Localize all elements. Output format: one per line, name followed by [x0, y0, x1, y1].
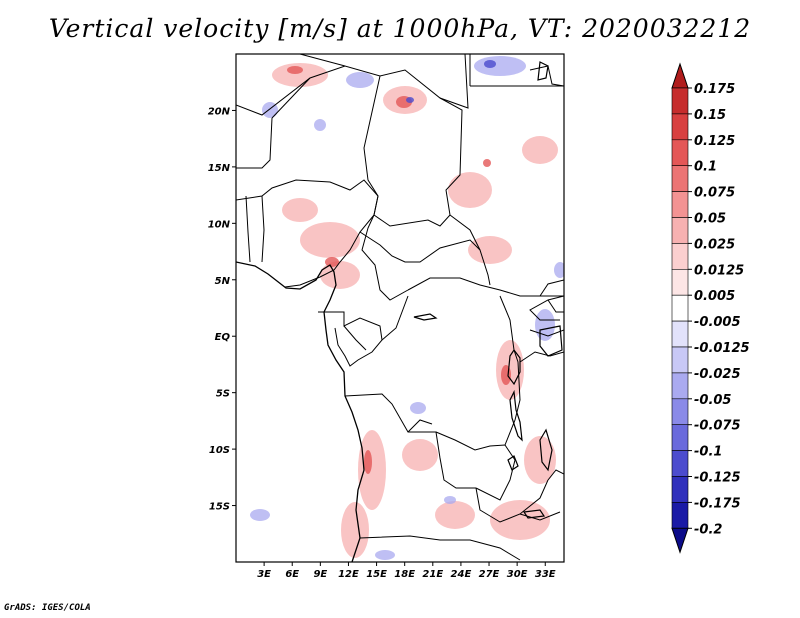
colorbar-label: 0.125	[694, 134, 735, 149]
lon-label: 12E	[338, 569, 359, 580]
lon-label: 21E	[422, 569, 443, 580]
colorbar-bottom-arrow	[671, 527, 689, 554]
colorbar-swatch	[671, 268, 689, 296]
colorbar-label: 0.05	[694, 212, 726, 227]
colorbar-label: -0.0125	[694, 341, 750, 356]
lat-label: 10N	[208, 219, 231, 230]
colorbar-label: 0.1	[694, 160, 717, 175]
negative-velocity-patches	[250, 56, 564, 560]
lat-label: EQ	[215, 332, 231, 343]
map-frame	[235, 53, 565, 563]
colorbar-label: 0.15	[694, 108, 726, 123]
colorbar-swatch	[671, 424, 689, 451]
colorbar-swatch	[671, 346, 689, 374]
colorbar-label: -0.005	[694, 315, 741, 330]
colorbar-label: 0.175	[694, 82, 735, 97]
credit-label: GrADS: IGES/COLA	[4, 603, 91, 613]
lat-label: 5N	[215, 276, 231, 287]
colorbar-label: -0.05	[694, 393, 731, 408]
colorbar-label: 0.0125	[694, 263, 744, 278]
colorbar-label: -0.125	[694, 471, 741, 486]
colorbar-swatch	[671, 139, 689, 167]
colorbar-label: 0.075	[694, 186, 735, 201]
colorbar-label: -0.175	[694, 496, 741, 511]
colorbar-top-arrow	[671, 62, 689, 89]
colorbar-swatch	[671, 476, 689, 503]
lon-label: 27E	[479, 569, 500, 580]
colorbar-swatch	[671, 165, 689, 192]
lon-label: 3E	[257, 569, 271, 580]
colorbar-swatch	[671, 502, 689, 529]
lat-label: 15S	[209, 502, 230, 513]
colorbar-swatch	[671, 243, 689, 270]
latitude-axis: 20N 15N 10N 5N EQ 5S 10S 15S	[208, 106, 236, 513]
colorbar-swatch	[671, 372, 689, 400]
lon-label: 18E	[394, 569, 415, 580]
lon-label: 6E	[285, 569, 299, 580]
lat-label: 20N	[208, 106, 231, 117]
lon-label: 30E	[507, 569, 528, 580]
velocity-field	[236, 54, 564, 562]
colorbar: 0.175 0.15 0.125 0.1 0.075 0.05 0.025 0.0125 0.0…	[671, 62, 750, 554]
lat-label: 5S	[216, 389, 230, 400]
strong-negative-patches	[406, 60, 496, 103]
colorbar-swatch	[671, 191, 689, 218]
colorbar-label: -0.2	[694, 522, 722, 537]
colorbar-label: -0.1	[694, 445, 722, 460]
colorbar-swatch	[671, 87, 689, 115]
lon-label: 15E	[366, 569, 387, 580]
lon-label: 24E	[451, 569, 472, 580]
colorbar-label: -0.025	[694, 367, 741, 382]
colorbar-label: -0.075	[694, 419, 741, 434]
colorbar-swatch	[671, 294, 689, 322]
chart-title: Vertical velocity [m/s] at 1000hPa, VT: …	[48, 14, 752, 43]
colorbar-swatch	[671, 398, 689, 425]
lon-label: 33E	[535, 569, 556, 580]
colorbar-swatch	[671, 113, 689, 141]
lat-label: 15N	[208, 163, 231, 174]
colorbar-label: 0.005	[694, 289, 735, 304]
lakes	[413, 61, 563, 519]
lat-label: 10S	[209, 445, 230, 456]
colorbar-label: 0.025	[694, 237, 735, 252]
colorbar-swatch	[671, 450, 689, 477]
colorbar-swatch	[671, 320, 689, 348]
colorbar-swatch	[671, 217, 689, 244]
positive-velocity-patches	[272, 63, 558, 558]
lon-label: 9E	[313, 569, 327, 580]
longitude-axis: 3E 6E 9E 12E 15E 18E 21E 24E 27E 30E 33E	[257, 562, 556, 580]
coastline	[236, 261, 365, 562]
